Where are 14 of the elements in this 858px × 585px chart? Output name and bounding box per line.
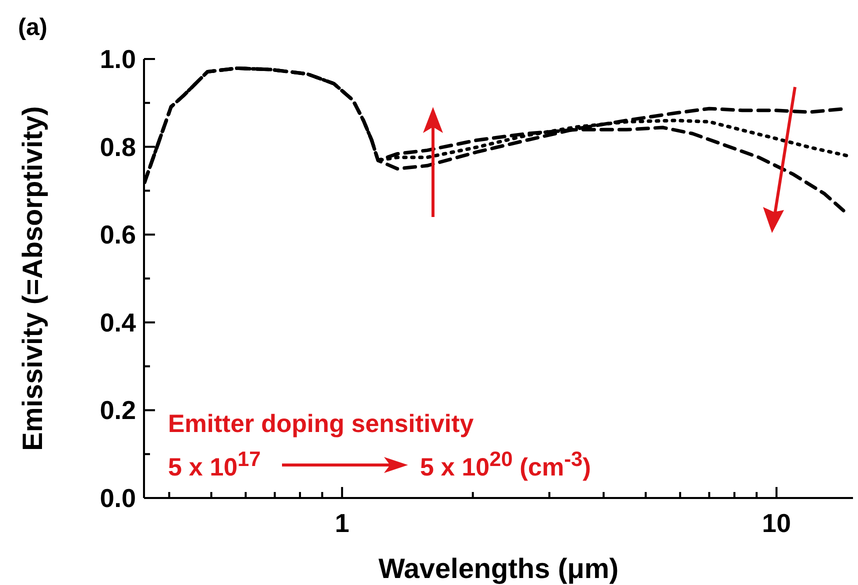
- text: (a): [18, 14, 48, 42]
- y-axis-title: Emissivity (=Absorptivity): [16, 106, 48, 451]
- annotation: 5 x 10$^{17}$: [168, 448, 261, 482]
- y-tick-label: 0.8: [100, 132, 136, 162]
- annotation: 5 x 10$^{20}$ (cm$^{-3}$): [420, 448, 591, 482]
- x-tick-label: 10: [762, 508, 791, 538]
- y-tick-label: 0.6: [100, 220, 136, 250]
- x-axis-title: Wavelengths (μm): [378, 553, 619, 584]
- y-tick-label: 0.4: [100, 307, 137, 338]
- y-tick-label: 0.0: [100, 483, 136, 513]
- y-tick-label: 0.2: [100, 395, 136, 426]
- x-tick-label: 1: [334, 508, 350, 538]
- y-tick-label: 1.0: [100, 44, 136, 74]
- annotation: Emitter doping sensitivity: [168, 410, 474, 439]
